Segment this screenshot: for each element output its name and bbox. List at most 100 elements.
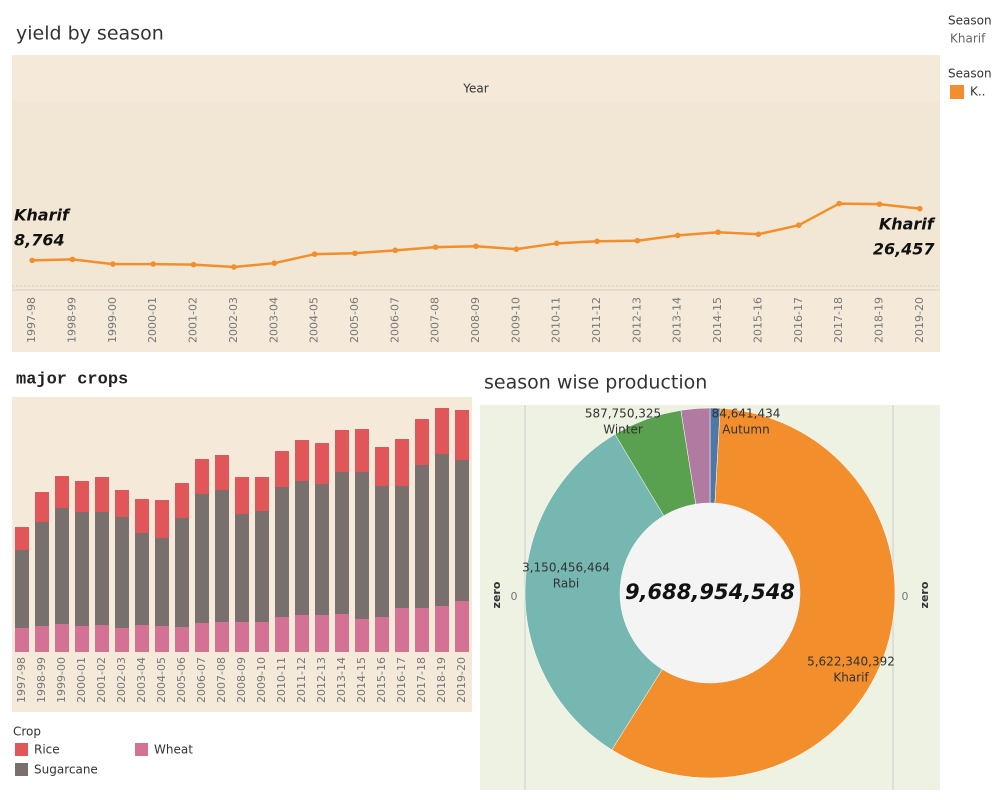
legend-title: Crop <box>13 725 41 739</box>
center-total: 9,688,954,548 <box>625 580 795 604</box>
x-tick-label: 2000-01 <box>146 297 159 343</box>
x-tick-label: 2013-14 <box>335 657 348 703</box>
bar-segment <box>255 477 269 511</box>
bar-segment <box>295 615 309 652</box>
x-tick-label: 1997-98 <box>25 297 38 343</box>
x-tick-label: 2014-15 <box>355 657 368 703</box>
point <box>352 250 358 257</box>
bar-segment <box>395 486 409 608</box>
slice-value: 5,622,340,392 <box>807 655 895 669</box>
x-tick-label: 2003-04 <box>135 657 148 703</box>
x-tick-label: 2001-02 <box>95 657 108 703</box>
x-tick-label: 1998-99 <box>35 657 48 703</box>
annotation-value: 8,764 <box>14 231 65 250</box>
line-plot <box>12 102 940 288</box>
bar-segment <box>115 628 129 652</box>
annotation-value: 26,457 <box>873 240 936 259</box>
x-tick-label: 2002-03 <box>227 297 240 343</box>
bar-segment <box>135 625 149 652</box>
x-tick-label: 2011-12 <box>590 297 603 343</box>
x-tick-label: 2013-14 <box>671 297 684 343</box>
annotation-name: Kharif <box>879 215 936 234</box>
x-tick-label: 2004-05 <box>308 297 321 343</box>
legend-swatch <box>950 85 964 99</box>
bar-segment <box>395 439 409 486</box>
bar-segment <box>395 608 409 652</box>
x-tick-label: 2001-02 <box>187 297 200 343</box>
bar-segment <box>315 443 329 484</box>
slice-value: 3,150,456,464 <box>522 561 610 575</box>
bar-segment <box>95 512 109 625</box>
x-tick-label: 2017-18 <box>415 657 428 703</box>
bar-segment <box>215 622 229 652</box>
bar-segment <box>215 490 229 622</box>
x-tick-label: 2000-01 <box>75 657 88 703</box>
point <box>190 261 197 268</box>
bar-segment <box>335 430 349 472</box>
point <box>876 201 883 207</box>
x-tick-label: 2008-09 <box>469 297 482 343</box>
x-tick-label: 2005-06 <box>348 297 361 343</box>
bar-segment <box>415 465 429 608</box>
x-tick-label: 2010-11 <box>275 657 288 703</box>
bar-segment <box>15 628 29 652</box>
bar-segment <box>315 484 329 615</box>
bar-segment <box>195 459 209 494</box>
legend-label: Wheat <box>154 743 193 757</box>
x-tick-label: 1997-98 <box>15 657 28 703</box>
x-tick-label: 2009-10 <box>509 297 522 343</box>
bar-segment <box>415 419 429 465</box>
x-tick-label: 2002-03 <box>115 657 128 703</box>
x-tick-label: 2007-08 <box>429 297 442 343</box>
chart-title: major crops <box>16 370 128 389</box>
x-tick-label: 2014-15 <box>711 297 724 343</box>
bar-segment <box>375 486 389 617</box>
bar-segment <box>355 472 369 619</box>
bar-segment <box>175 627 189 652</box>
bar-segment <box>355 429 369 472</box>
point <box>432 244 439 250</box>
bar-segment <box>435 408 449 454</box>
bar-segment <box>55 508 69 624</box>
x-tick-label: 2012-13 <box>315 657 328 703</box>
point <box>594 238 600 245</box>
x-tick-label: 2012-13 <box>630 297 643 343</box>
axis-title: zero <box>490 581 503 608</box>
x-tick-label: 2015-16 <box>751 297 764 343</box>
x-tick-label: 2006-07 <box>195 657 208 703</box>
point <box>755 231 762 238</box>
legend-entry[interactable]: K.. <box>970 85 986 99</box>
bar-segment <box>235 514 249 622</box>
x-tick-label: 2019-20 <box>455 657 468 703</box>
x-tick-label: 1999-00 <box>55 657 68 703</box>
x-tick-label: 1998-99 <box>66 297 79 343</box>
donut-hole <box>620 503 800 683</box>
bar-segment <box>135 499 149 533</box>
x-tick-label: 2007-08 <box>215 657 228 703</box>
legend-swatch <box>135 743 148 756</box>
x-tick-label: 2005-06 <box>175 657 188 703</box>
bar-segment <box>335 472 349 614</box>
bar-segment <box>195 494 209 623</box>
x-tick-label: 2009-10 <box>255 657 268 703</box>
x-tick-label: 2016-17 <box>792 297 805 343</box>
legend-label: Rice <box>34 743 60 757</box>
bar-segment <box>415 608 429 652</box>
bar-segment <box>235 477 249 514</box>
bar-segment <box>275 451 289 487</box>
x-tick-label: 2006-07 <box>388 297 401 343</box>
filter-value[interactable]: Kharif <box>950 32 986 46</box>
bar-segment <box>115 517 129 628</box>
bar-segment <box>115 490 129 517</box>
point <box>917 205 923 212</box>
bar-segment <box>315 615 329 652</box>
point <box>715 229 721 236</box>
bar-segment <box>155 538 169 626</box>
bar-segment <box>435 454 449 606</box>
slice-value: 587,750,325 <box>585 407 661 421</box>
bar-segment <box>235 622 249 652</box>
point <box>69 256 76 263</box>
filter-title: Season <box>948 14 992 28</box>
x-tick-label: 2018-19 <box>435 657 448 703</box>
